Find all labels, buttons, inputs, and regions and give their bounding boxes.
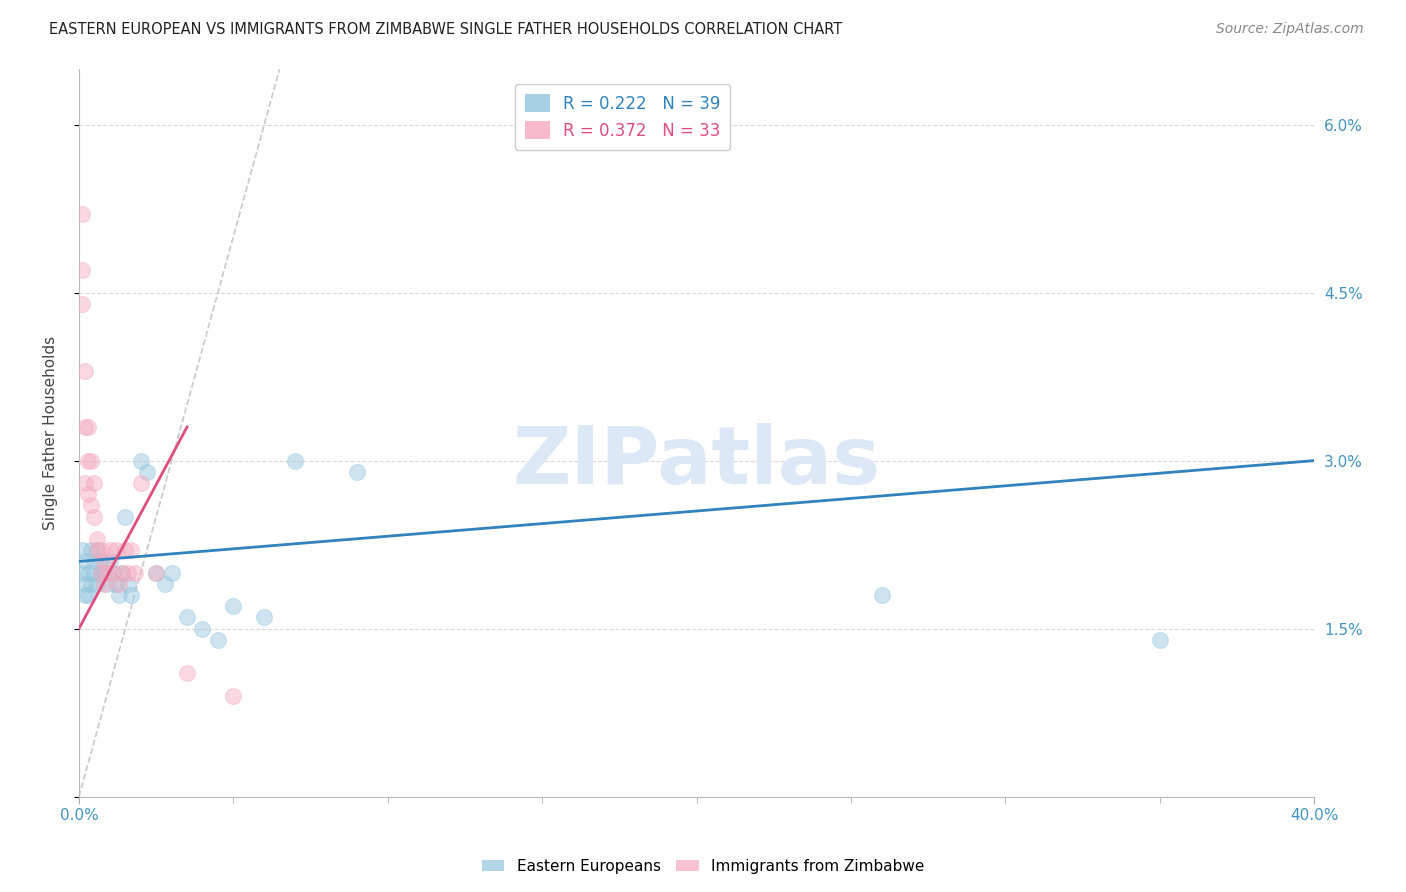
Point xyxy=(145,566,167,580)
Point xyxy=(86,577,108,591)
Point xyxy=(77,566,100,580)
Y-axis label: Single Father Households: Single Father Households xyxy=(44,335,58,530)
Point xyxy=(93,554,115,568)
Point xyxy=(105,577,128,591)
Legend: R = 0.222   N = 39, R = 0.372   N = 33: R = 0.222 N = 39, R = 0.372 N = 33 xyxy=(515,84,730,150)
Point xyxy=(111,566,134,580)
Point xyxy=(93,566,115,580)
Point xyxy=(93,577,115,591)
Point xyxy=(222,599,245,614)
Point xyxy=(77,487,100,501)
Point xyxy=(207,632,229,647)
Point xyxy=(80,499,103,513)
Point xyxy=(75,420,97,434)
Point xyxy=(75,475,97,490)
Point xyxy=(101,566,124,580)
Point xyxy=(80,543,103,558)
Point xyxy=(160,566,183,580)
Point xyxy=(86,543,108,558)
Point xyxy=(75,588,97,602)
Point xyxy=(70,263,93,277)
Point xyxy=(80,453,103,467)
Point xyxy=(101,566,124,580)
Point xyxy=(83,554,105,568)
Point xyxy=(75,577,97,591)
Point xyxy=(117,577,139,591)
Point xyxy=(83,509,105,524)
Point xyxy=(90,566,112,580)
Point xyxy=(75,554,97,568)
Point xyxy=(83,475,105,490)
Point xyxy=(105,543,128,558)
Point xyxy=(1149,632,1171,647)
Point xyxy=(253,610,276,624)
Point xyxy=(124,566,146,580)
Point xyxy=(129,475,152,490)
Point xyxy=(70,207,93,221)
Point xyxy=(114,543,136,558)
Point xyxy=(120,588,142,602)
Point xyxy=(117,566,139,580)
Text: ZIPatlas: ZIPatlas xyxy=(513,423,880,500)
Point xyxy=(108,577,131,591)
Point xyxy=(222,689,245,703)
Point xyxy=(90,543,112,558)
Text: EASTERN EUROPEAN VS IMMIGRANTS FROM ZIMBABWE SINGLE FATHER HOUSEHOLDS CORRELATIO: EASTERN EUROPEAN VS IMMIGRANTS FROM ZIMB… xyxy=(49,22,842,37)
Point xyxy=(90,554,112,568)
Legend: Eastern Europeans, Immigrants from Zimbabwe: Eastern Europeans, Immigrants from Zimba… xyxy=(475,853,931,880)
Point xyxy=(284,453,307,467)
Point xyxy=(120,543,142,558)
Point xyxy=(86,532,108,546)
Point xyxy=(155,577,177,591)
Point xyxy=(346,465,368,479)
Point xyxy=(80,577,103,591)
Point xyxy=(83,566,105,580)
Point xyxy=(75,364,97,378)
Point xyxy=(86,543,108,558)
Point xyxy=(135,465,157,479)
Point xyxy=(145,566,167,580)
Point xyxy=(96,577,118,591)
Point xyxy=(90,566,112,580)
Text: Source: ZipAtlas.com: Source: ZipAtlas.com xyxy=(1216,22,1364,37)
Point xyxy=(129,453,152,467)
Point xyxy=(77,420,100,434)
Point xyxy=(70,297,93,311)
Point xyxy=(70,566,93,580)
Point xyxy=(176,610,198,624)
Point xyxy=(191,622,214,636)
Point xyxy=(70,543,93,558)
Point xyxy=(98,554,121,568)
Point xyxy=(96,566,118,580)
Point xyxy=(77,588,100,602)
Point xyxy=(176,666,198,681)
Point xyxy=(111,566,134,580)
Point xyxy=(98,543,121,558)
Point xyxy=(114,509,136,524)
Point xyxy=(108,588,131,602)
Point xyxy=(870,588,893,602)
Point xyxy=(77,453,100,467)
